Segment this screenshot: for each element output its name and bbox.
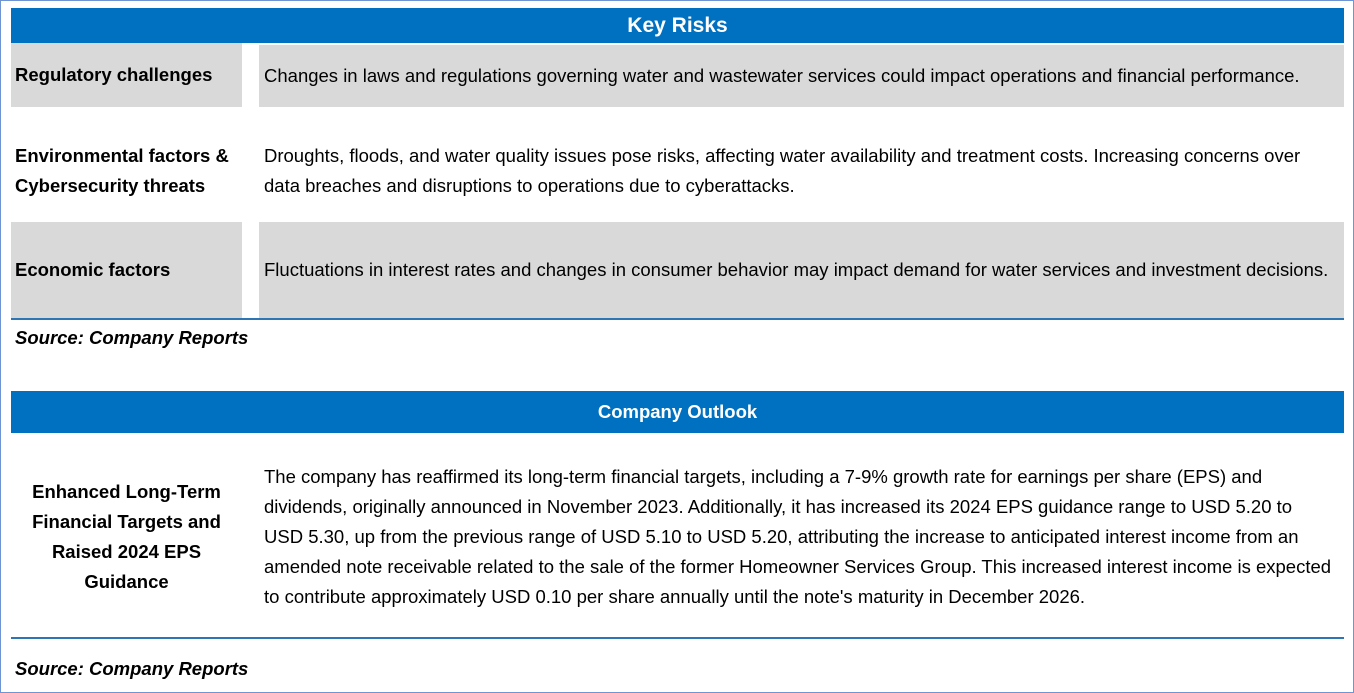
source-note: Source: Company Reports (15, 658, 249, 679)
divider (11, 637, 1344, 639)
outlook-text: The company has reaffirmed its long-term… (264, 466, 1332, 607)
divider (11, 318, 1344, 320)
key-risks-header: Key Risks (11, 8, 1344, 43)
risk-text: Changes in laws and regulations governin… (259, 45, 1344, 107)
outlook-label: Enhanced Long-Term Financial Targets and… (32, 481, 221, 592)
risk-label: Environmental factors & Cybersecurity th… (15, 145, 229, 196)
risk-text: Fluctuations in interest rates and chang… (259, 222, 1344, 318)
risk-text: Droughts, floods, and water quality issu… (264, 145, 1301, 196)
risk-label: Economic factors (11, 222, 242, 318)
outlook-header: Company Outlook (11, 391, 1344, 433)
source-note: Source: Company Reports (15, 327, 249, 348)
risk-label: Regulatory challenges (11, 43, 242, 107)
